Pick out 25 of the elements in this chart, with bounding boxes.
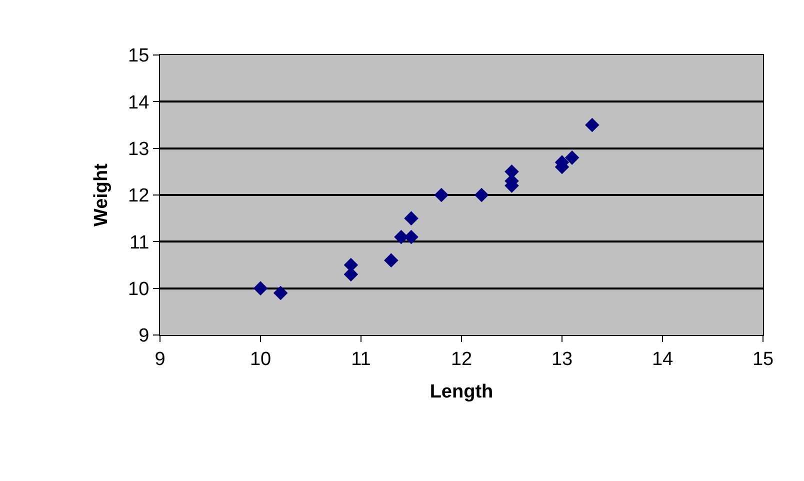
point bbox=[474, 188, 489, 202]
point bbox=[253, 281, 268, 296]
point bbox=[564, 150, 580, 165]
y-tick-label: 14 bbox=[128, 92, 150, 114]
point bbox=[404, 211, 418, 226]
point bbox=[384, 253, 398, 268]
point bbox=[404, 230, 418, 244]
x-tick-label: 11 bbox=[351, 348, 371, 370]
y-tick-label: 15 bbox=[128, 46, 150, 67]
x-tick-label: 13 bbox=[551, 348, 573, 370]
x-tick-label: 9 bbox=[154, 348, 166, 370]
x-tick-label: 14 bbox=[652, 348, 674, 370]
x-tick-label: 10 bbox=[250, 348, 272, 370]
point bbox=[585, 118, 600, 132]
y-tick-label: 9 bbox=[138, 326, 150, 347]
point bbox=[273, 286, 288, 300]
y-tick-label: 12 bbox=[128, 186, 150, 207]
x-tick-label: 12 bbox=[450, 348, 472, 370]
y-tick-label: 10 bbox=[128, 278, 150, 300]
y-axis-title: Weight bbox=[90, 162, 112, 226]
y-tick-label: 11 bbox=[129, 232, 150, 254]
y-tick-label: 13 bbox=[128, 138, 150, 160]
x-axis-title: Length bbox=[430, 382, 494, 403]
point bbox=[434, 188, 449, 202]
x-tick-label: 15 bbox=[752, 348, 774, 370]
